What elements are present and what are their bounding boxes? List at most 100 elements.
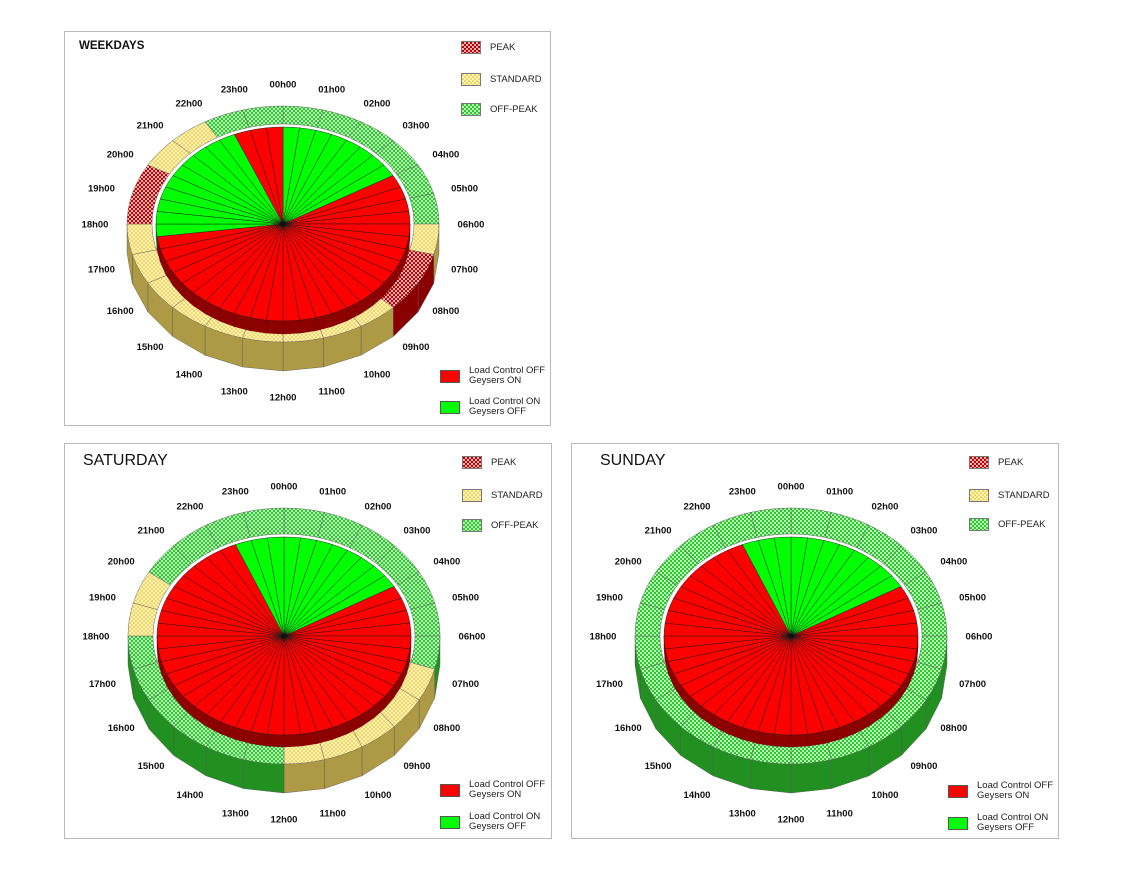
tariff-segment-5 xyxy=(409,193,440,225)
tariff-segment-6 xyxy=(409,223,440,255)
hour-label-6: 06h00 xyxy=(966,632,993,643)
hour-label-9: 09h00 xyxy=(910,761,937,772)
sunday-hour-labels: 00h00 01h00 02h00 03h00 04h00 05h00 06h00 07h00… xyxy=(590,482,993,826)
hour-label-10: 10h00 xyxy=(872,790,899,801)
hour-label-2: 02h00 xyxy=(364,98,391,109)
hour-label-7: 07h00 xyxy=(452,679,479,690)
hour-label-3: 03h00 xyxy=(403,525,430,536)
peak-swatch xyxy=(462,456,482,469)
pie-center xyxy=(788,633,794,639)
tariff-segment-18 xyxy=(126,193,157,225)
hour-label-3: 03h00 xyxy=(910,525,937,536)
legend-peak: PEAK xyxy=(461,41,515,54)
legend-peak: PEAK xyxy=(462,456,516,469)
legend-geysers-on: Load Control OFF Geysers ON xyxy=(948,781,1053,801)
geysers-on-swatch xyxy=(440,783,460,797)
geysers-on-swatch xyxy=(948,784,968,798)
legend-standard: STANDARD xyxy=(461,73,542,86)
hour-label-4: 04h00 xyxy=(432,150,459,161)
hour-label-17: 17h00 xyxy=(89,679,116,690)
pie-wall-23 xyxy=(283,733,301,748)
hour-label-10: 10h00 xyxy=(365,790,392,801)
legend-peak: PEAK xyxy=(969,456,1023,469)
ring-wall-12 xyxy=(243,759,285,794)
saturday-title: SATURDAY xyxy=(83,452,168,469)
legend-geysers-off: Load Control ON Geysers OFF xyxy=(948,813,1048,833)
legend-standard: STANDARD xyxy=(462,489,543,502)
saturday-chart: 00h00 01h00 02h00 03h00 04h00 05h00 06h00 07h00… xyxy=(83,482,486,826)
hour-label-2: 02h00 xyxy=(365,502,392,513)
hour-label-0: 00h00 xyxy=(778,482,805,493)
legend-offpeak: OFF-PEAK xyxy=(969,518,1046,531)
hour-label-10: 10h00 xyxy=(364,369,391,380)
saturday-hour-labels: 00h00 01h00 02h00 03h00 04h00 05h00 06h00 07h00… xyxy=(83,482,486,826)
pie-wall-24 xyxy=(774,733,792,748)
hour-label-14: 14h00 xyxy=(684,790,711,801)
hour-label-4: 04h00 xyxy=(940,557,967,568)
hour-label-8: 08h00 xyxy=(940,723,967,734)
legend-offpeak: OFF-PEAK xyxy=(462,519,539,532)
tariff-segment-0 xyxy=(282,105,324,128)
tariff-segment-17 xyxy=(126,223,157,255)
hour-label-17: 17h00 xyxy=(88,264,115,275)
standard-swatch xyxy=(462,489,482,502)
ring-wall-11 xyxy=(790,759,832,794)
hour-label-5: 05h00 xyxy=(959,593,986,604)
geysers-off-swatch xyxy=(948,816,968,830)
geysers-off-swatch xyxy=(440,815,460,829)
load-slice-47 xyxy=(266,126,284,225)
hour-label-19: 19h00 xyxy=(88,183,115,194)
ring-wall-12 xyxy=(242,337,284,372)
hour-label-8: 08h00 xyxy=(432,306,459,317)
legend-geysers-on: Load Control OFF Geysers ON xyxy=(440,366,545,386)
hour-label-0: 00h00 xyxy=(271,482,298,493)
hour-label-23: 23h00 xyxy=(221,84,248,95)
hour-label-9: 09h00 xyxy=(403,761,430,772)
hour-label-20: 20h00 xyxy=(107,150,134,161)
hour-label-18: 18h00 xyxy=(82,220,109,231)
weekdays-hour-labels: 00h00 01h00 02h00 03h00 04h00 05h00 06h00 07h00… xyxy=(82,80,485,404)
sunday-panel: 00h00 01h00 02h00 03h00 04h00 05h00 06h00 07h00… xyxy=(571,443,1059,839)
weekdays-chart: 00h00 01h00 02h00 03h00 04h00 05h00 06h00 07h00… xyxy=(82,80,485,404)
hour-label-13: 13h00 xyxy=(221,387,248,398)
tariff-segment-23 xyxy=(243,507,285,538)
hour-label-15: 15h00 xyxy=(645,761,672,772)
tariff-segment-23 xyxy=(750,507,792,538)
hour-label-20: 20h00 xyxy=(615,557,642,568)
hour-label-16: 16h00 xyxy=(107,306,134,317)
load-slice-47 xyxy=(267,536,285,637)
hour-label-6: 06h00 xyxy=(458,220,485,231)
geysers-off-swatch xyxy=(440,400,460,414)
hour-label-6: 06h00 xyxy=(459,632,486,643)
hour-label-21: 21h00 xyxy=(137,121,164,132)
saturday-panel: 00h00 01h00 02h00 03h00 04h00 05h00 06h00 07h00… xyxy=(64,443,552,839)
pie-center xyxy=(280,221,286,227)
hour-label-12: 12h00 xyxy=(270,393,297,404)
hour-label-14: 14h00 xyxy=(176,369,203,380)
hour-label-13: 13h00 xyxy=(729,808,756,819)
offpeak-swatch xyxy=(969,518,989,531)
tariff-segment-0 xyxy=(283,507,325,538)
pie-center xyxy=(281,633,287,639)
legend-geysers-off: Load Control ON Geysers OFF xyxy=(440,397,540,417)
pie-wall-24 xyxy=(266,319,284,335)
hour-label-19: 19h00 xyxy=(89,593,116,604)
hour-label-0: 00h00 xyxy=(270,80,297,91)
ring-wall-12 xyxy=(750,759,792,794)
hour-label-5: 05h00 xyxy=(452,593,479,604)
offpeak-swatch xyxy=(461,103,481,116)
hour-label-22: 22h00 xyxy=(176,98,203,109)
hour-label-8: 08h00 xyxy=(433,723,460,734)
hour-label-9: 09h00 xyxy=(402,342,429,353)
hour-label-1: 01h00 xyxy=(319,487,346,498)
hour-label-22: 22h00 xyxy=(684,502,711,513)
hour-label-18: 18h00 xyxy=(83,632,110,643)
hour-label-22: 22h00 xyxy=(177,502,204,513)
standard-swatch xyxy=(461,73,481,86)
hour-label-16: 16h00 xyxy=(615,723,642,734)
hour-label-23: 23h00 xyxy=(729,487,756,498)
hour-label-3: 03h00 xyxy=(402,121,429,132)
hour-label-14: 14h00 xyxy=(177,790,204,801)
standard-swatch xyxy=(969,489,989,502)
hour-label-21: 21h00 xyxy=(138,525,165,536)
